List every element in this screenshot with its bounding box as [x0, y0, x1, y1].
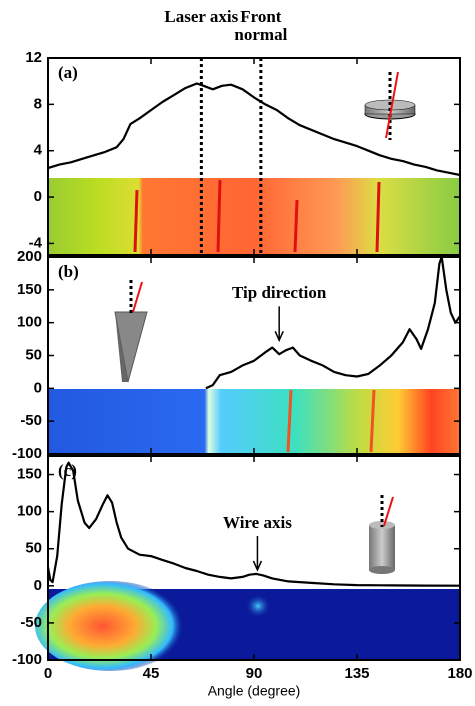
y-tick-label: 100: [17, 314, 42, 331]
x-axis-label: Angle (degree): [208, 683, 301, 699]
panel-label: (c): [58, 461, 77, 480]
annotation: Tip direction: [232, 283, 327, 303]
y-tick-label: 100: [17, 503, 42, 520]
annotation-arrowhead: [252, 560, 263, 572]
y-tick-label: 0: [34, 188, 42, 205]
y-tick-label: -100: [12, 445, 42, 462]
y-tick-label: -50: [20, 412, 42, 429]
heatmap-c-blob: [35, 581, 185, 671]
y-tick-label: 4: [34, 142, 43, 159]
heatmap-b: [48, 389, 460, 453]
heatmap-b-streaks: [286, 389, 376, 453]
y-tick-label: 50: [25, 346, 42, 363]
annotation-arrowhead: [274, 331, 284, 343]
y-tick-label: -4: [29, 234, 43, 251]
curve: [46, 461, 461, 587]
y-tick-label: 150: [17, 466, 42, 483]
y-tick-label: 0: [34, 379, 42, 396]
insets: [114, 71, 416, 574]
annotation: Laser axis: [164, 7, 239, 26]
annotation: Wire axis: [223, 512, 292, 532]
intensity-maps: [35, 178, 460, 671]
x-tick-label: 45: [143, 665, 160, 682]
y-tick-label: 50: [25, 540, 42, 557]
curve: [47, 82, 461, 177]
x-tick-label: 90: [246, 665, 263, 682]
curve: [205, 255, 461, 390]
x-tick-label: 135: [344, 665, 369, 682]
y-tick-label: 12: [25, 49, 42, 66]
y-tick-label: -100: [12, 651, 42, 668]
y-tick-label: 8: [34, 95, 42, 112]
annotation: Front normal: [234, 7, 288, 44]
heatmap-a-streaks: [133, 179, 381, 253]
y-tick-label: 150: [17, 281, 42, 298]
y-tick-label: 0: [34, 577, 42, 594]
y-tick-label: 200: [17, 248, 42, 265]
heatmap-a: [48, 178, 460, 254]
heatmap-c-spot: [244, 593, 272, 619]
y-tick-label: -50: [20, 614, 42, 631]
panel-label: (b): [58, 262, 79, 281]
x-tick-label: 0: [44, 665, 52, 682]
x-tick-label: 180: [447, 665, 472, 682]
panel-label: (a): [58, 63, 78, 82]
